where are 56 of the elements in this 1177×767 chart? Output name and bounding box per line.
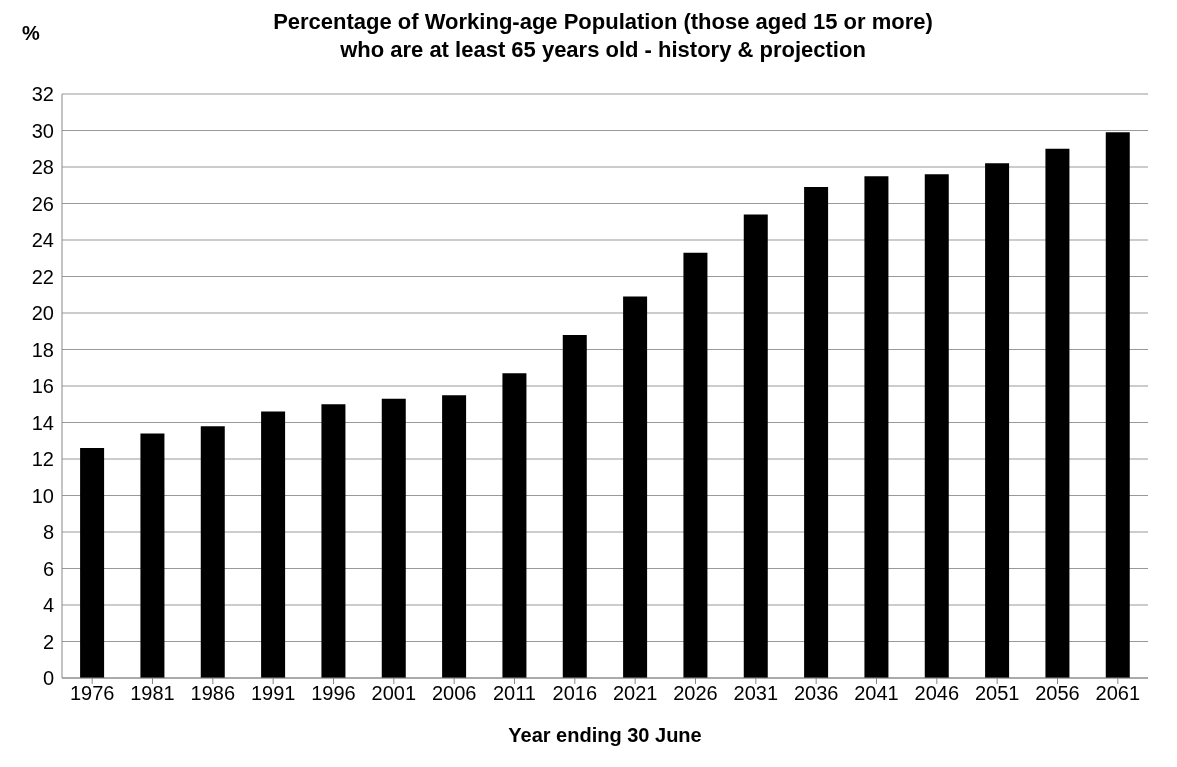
y-tick-label: 0 bbox=[42, 667, 54, 690]
y-tick-label: 24 bbox=[31, 229, 54, 252]
y-axis-title: % bbox=[22, 22, 40, 45]
x-tick-label: 1996 bbox=[311, 682, 356, 705]
y-tick-label: 6 bbox=[42, 557, 54, 580]
x-tick-label: 2046 bbox=[914, 682, 960, 705]
y-tick-label: 18 bbox=[31, 338, 54, 361]
bar bbox=[1105, 132, 1130, 678]
x-tick-label: 1976 bbox=[69, 682, 115, 705]
y-tick-label: 28 bbox=[31, 156, 54, 179]
bar bbox=[864, 176, 889, 678]
chart-title: Percentage of Working-age Population (those aged 15 or more) who are at least 65 years old - history & projection bbox=[273, 9, 933, 62]
y-tick-label: 2 bbox=[42, 630, 54, 653]
x-tick-label: 2006 bbox=[431, 682, 477, 705]
y-tick-label: 22 bbox=[31, 265, 54, 288]
x-tick-label: 2026 bbox=[673, 682, 718, 705]
bar bbox=[1045, 148, 1070, 678]
x-tick-label: 1991 bbox=[250, 682, 296, 705]
bar bbox=[562, 334, 587, 678]
bar bbox=[261, 411, 286, 678]
x-tick-label: 2031 bbox=[733, 682, 779, 705]
y-tick-label: 30 bbox=[31, 119, 54, 142]
bar bbox=[924, 174, 949, 678]
bar bbox=[321, 404, 346, 678]
x-tick-label: 1981 bbox=[130, 682, 175, 705]
x-tick-label: 2056 bbox=[1035, 682, 1080, 705]
x-tick-label: 2016 bbox=[552, 682, 598, 705]
x-tick-label: 2021 bbox=[612, 682, 658, 705]
y-tick-label: 16 bbox=[31, 375, 54, 398]
bar bbox=[442, 395, 467, 678]
y-tick-label: 20 bbox=[31, 302, 54, 325]
bar bbox=[683, 252, 708, 678]
x-tick-label: 2036 bbox=[793, 682, 839, 705]
y-tick-label: 32 bbox=[31, 83, 54, 106]
y-tick-label: 14 bbox=[31, 411, 54, 434]
x-tick-label: 2041 bbox=[854, 682, 899, 705]
x-tick-label: 2051 bbox=[974, 682, 1020, 705]
y-tick-label: 8 bbox=[42, 521, 54, 544]
y-tick-label: 10 bbox=[31, 484, 54, 507]
bar bbox=[743, 214, 768, 678]
x-tick-label: 2011 bbox=[492, 682, 537, 705]
y-tick-label: 12 bbox=[31, 448, 54, 471]
bar bbox=[80, 448, 105, 678]
bar bbox=[804, 187, 829, 678]
x-axis-title: Year ending 30 June bbox=[507, 724, 703, 747]
bar bbox=[623, 296, 648, 678]
x-tick-label: 2061 bbox=[1095, 682, 1141, 705]
bar bbox=[985, 163, 1010, 678]
bar bbox=[200, 426, 225, 678]
bar bbox=[381, 398, 406, 678]
bar bbox=[502, 373, 527, 678]
y-tick-label: 4 bbox=[42, 594, 54, 617]
y-tick-label: 26 bbox=[31, 192, 54, 215]
x-tick-label: 2001 bbox=[371, 682, 417, 705]
x-tick-label: 1986 bbox=[190, 682, 236, 705]
bar bbox=[140, 433, 165, 678]
